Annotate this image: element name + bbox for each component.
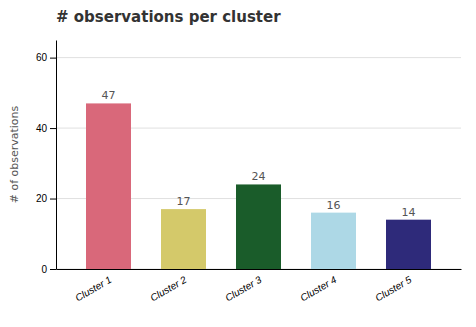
- data-label: 24: [252, 170, 266, 183]
- x-tick: Cluster 3: [223, 274, 264, 304]
- y-tick-label: 20: [36, 193, 48, 204]
- y-tick-mark: [50, 199, 56, 200]
- x-tick-label: Cluster 5: [373, 274, 414, 304]
- bar: [386, 220, 431, 269]
- bar: [161, 209, 206, 269]
- bar: [86, 103, 131, 269]
- chart-svg: 0204060Cluster 1Cluster 2Cluster 3Cluste…: [0, 0, 476, 327]
- data-label: 47: [102, 89, 116, 102]
- y-tick-label: 40: [36, 123, 48, 134]
- y-axis-line: [56, 41, 57, 270]
- x-tick: Cluster 4: [298, 274, 339, 304]
- y-tick-mark: [50, 269, 56, 270]
- x-tick: Cluster 2: [148, 274, 189, 304]
- x-axis-line: [57, 269, 462, 270]
- y-tick-mark: [50, 58, 56, 59]
- bars: [86, 103, 431, 269]
- y-tick-label: 0: [41, 264, 47, 275]
- x-axis: Cluster 1 Cluster 2 Cluster 3 Cluster 4 Clus…: [57, 270, 462, 304]
- data-labels: 47 17 24 16 14: [102, 89, 416, 218]
- data-label: 14: [402, 206, 416, 219]
- y-tick-mark: [50, 128, 56, 129]
- data-label: 16: [327, 199, 341, 212]
- x-tick-label: Cluster 4: [298, 274, 339, 304]
- grid: [56, 58, 461, 269]
- y-axis-title: # of observations: [8, 105, 21, 203]
- y-tick: 20: [36, 193, 56, 204]
- bar: [236, 184, 281, 269]
- y-axis: 0 20 40 60: [36, 41, 57, 275]
- chart-container: 0204060Cluster 1Cluster 2Cluster 3Cluste…: [0, 0, 476, 327]
- x-tick: Cluster 5: [373, 274, 414, 304]
- x-tick-label: Cluster 2: [148, 274, 189, 304]
- bar: [311, 213, 356, 269]
- y-tick: 40: [36, 123, 56, 134]
- y-tick-label: 60: [36, 52, 48, 63]
- x-tick-label: Cluster 1: [73, 274, 113, 304]
- title: # observations per cluster: [56, 8, 281, 26]
- y-tick: 60: [36, 52, 56, 63]
- grid-line: [56, 57, 461, 58]
- data-label: 17: [177, 195, 191, 208]
- x-tick: Cluster 1: [73, 274, 113, 304]
- plot: 0204060Cluster 1Cluster 2Cluster 3Cluste…: [36, 41, 462, 304]
- x-tick-label: Cluster 3: [223, 274, 264, 304]
- y-tick: 0: [41, 264, 56, 275]
